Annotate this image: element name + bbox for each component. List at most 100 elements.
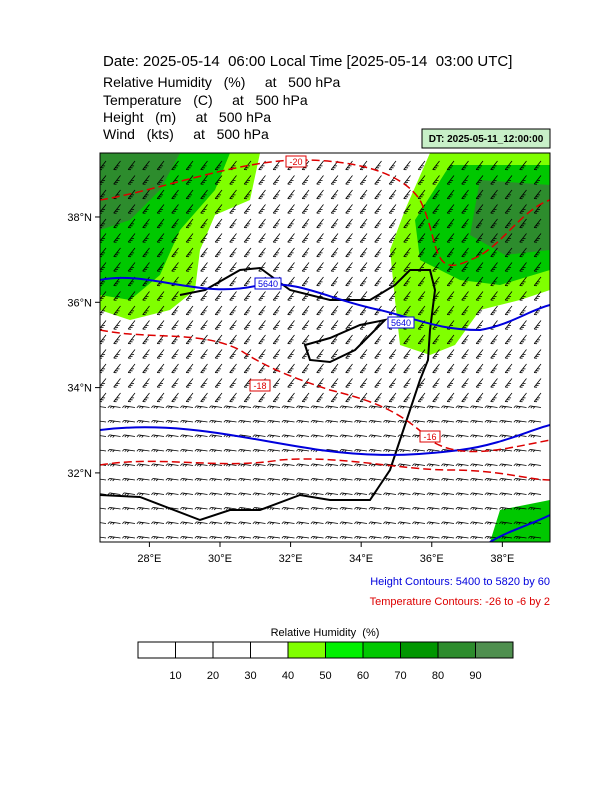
wind-barb: [426, 463, 440, 467]
wind-barb: [214, 160, 223, 171]
wind-barb: [499, 477, 513, 482]
wind-barb: [122, 477, 136, 482]
field-line: Temperature (C) at 500 hPa: [103, 92, 308, 108]
wind-barb: [301, 247, 310, 258]
wind-barb: [490, 233, 498, 243]
wind-barb: [403, 233, 411, 243]
wind-barb: [156, 247, 165, 258]
wind-barb: [432, 349, 440, 359]
wind-barb: [200, 218, 208, 229]
wind-barb: [388, 218, 397, 229]
wind-barb: [122, 448, 136, 453]
wind-barb: [504, 218, 513, 229]
wind-barb: [388, 378, 397, 388]
contour-label-box: [249, 379, 271, 392]
wind-barb: [374, 233, 382, 243]
wind-barb: [484, 419, 498, 424]
contour-label-box: [419, 430, 441, 443]
wind-barb: [165, 463, 179, 467]
wind-barb: [519, 334, 527, 345]
wind-barb: [142, 305, 150, 316]
wind-barb: [354, 477, 368, 482]
wind-barb: [267, 506, 281, 511]
wind-barb: [281, 405, 295, 409]
wind-barb: [446, 320, 455, 330]
wind-barb: [281, 492, 295, 496]
wind-barb: [316, 233, 324, 243]
wind-barb: [165, 535, 179, 540]
wind-barb: [354, 434, 368, 438]
wind-barb: [490, 160, 498, 171]
wind-barb: [446, 349, 455, 359]
wind-barb: [441, 521, 455, 525]
wind-barb: [142, 363, 150, 374]
wind-barb: [417, 320, 426, 330]
wind-barb: [185, 218, 194, 229]
wind-barb: [374, 363, 382, 374]
wind-barb: [252, 419, 266, 424]
wind-barb: [475, 305, 484, 316]
wind-barb: [412, 477, 426, 482]
wind-barb: [316, 247, 324, 258]
wind-barb: [272, 233, 281, 243]
wind-barb: [100, 493, 107, 495]
wind-barb: [100, 478, 107, 481]
wind-barb: [403, 291, 411, 301]
colorbar-label: 60: [357, 670, 369, 682]
wind-barb: [185, 320, 194, 330]
wind-barb: [258, 175, 266, 185]
wind-barb: [287, 262, 295, 272]
wind-barb: [475, 218, 484, 229]
colorbar-label: 70: [394, 670, 406, 682]
wind-barb: [330, 363, 339, 374]
wind-barb: [441, 463, 455, 467]
wind-barb: [417, 334, 426, 345]
contour-label: 5640: [391, 318, 411, 328]
wind-barb: [528, 535, 542, 540]
wind-barb: [490, 189, 498, 200]
wind-barb: [354, 448, 368, 453]
wind-barb: [214, 262, 223, 272]
wind-barb: [403, 218, 411, 229]
wind-barb: [359, 392, 368, 403]
wind-barb: [519, 320, 527, 330]
wind-barb: [330, 320, 339, 330]
wind-barb: [107, 521, 121, 525]
wind-barb: [325, 535, 339, 540]
wind-barb: [180, 521, 194, 525]
wind-barb: [229, 305, 237, 316]
wind-barb: [446, 218, 455, 229]
wind-barb: [272, 334, 281, 345]
wind-barb: [513, 463, 527, 467]
wind-barb: [345, 363, 353, 374]
wind-barb: [209, 448, 223, 453]
wind-barb: [519, 204, 527, 214]
wind-barb: [200, 160, 208, 171]
wind-barb: [310, 492, 324, 496]
wind-barb: [412, 419, 426, 424]
wind-barb: [107, 535, 121, 540]
wind-barb: [388, 349, 397, 359]
wind-barb: [533, 334, 542, 345]
wind-barb: [223, 463, 237, 467]
wind-barb: [301, 189, 310, 200]
wind-barb: [403, 189, 411, 200]
wind-barb: [194, 434, 208, 438]
wind-barb: [374, 276, 382, 287]
wind-barb: [238, 535, 252, 540]
wind-barb: [100, 233, 107, 243]
wind-barb: [214, 378, 223, 388]
wind-barb: [238, 463, 252, 467]
wind-barb: [156, 334, 165, 345]
wind-barb: [180, 448, 194, 453]
wind-barb: [470, 521, 484, 525]
wind-barb: [374, 218, 382, 229]
wind-barb: [339, 463, 353, 467]
wind-barb: [345, 160, 353, 171]
wind-barb: [533, 349, 542, 359]
wind-barb: [281, 463, 295, 467]
temperature-contour: [100, 458, 550, 481]
wind-barb: [325, 434, 339, 438]
wind-barb: [214, 291, 223, 301]
wind-barb: [368, 492, 382, 496]
